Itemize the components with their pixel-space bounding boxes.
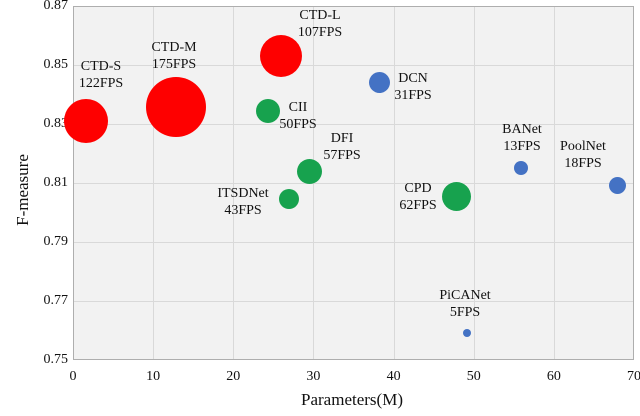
gridline-horizontal xyxy=(74,301,633,302)
data-bubble-banet xyxy=(513,161,528,176)
x-axis-tick-label: 50 xyxy=(466,369,481,384)
bubble-label-ctd-l: CTD-L 107FPS xyxy=(255,7,385,41)
bubble-label-fps: 5FPS xyxy=(449,305,481,320)
data-bubble-itsdnet xyxy=(278,188,299,209)
bubble-label-fps: 107FPS xyxy=(297,25,343,40)
bubble-label-name: PiCANet xyxy=(439,288,491,303)
data-bubble-cii xyxy=(255,98,280,123)
data-bubble-picanet xyxy=(462,329,471,338)
bubble-label-name: DFI xyxy=(330,131,354,146)
bubble-label-banet: BANet 13FPS xyxy=(457,121,587,155)
gridline-horizontal xyxy=(74,183,633,184)
x-axis-tick-label: 70 xyxy=(627,369,640,384)
bubble-label-fps: 18FPS xyxy=(564,156,602,171)
y-axis-tick-label: 0.79 xyxy=(43,234,69,249)
bubble-label-cii: CII 50FPS xyxy=(233,99,363,133)
bubble-label-name: CTD-L xyxy=(299,8,341,23)
gridline-horizontal xyxy=(74,242,633,243)
bubble-label-name: CII xyxy=(288,100,308,115)
y-axis-tick-label: 0.85 xyxy=(43,57,69,72)
bubble-label-fps: 62FPS xyxy=(399,198,437,213)
bubble-label-fps: 13FPS xyxy=(503,139,541,154)
gridline-horizontal xyxy=(74,65,633,66)
gridline-horizontal xyxy=(74,124,633,125)
y-axis-tick-label: 0.83 xyxy=(43,116,69,131)
bubble-label-picanet: PiCANet 5FPS xyxy=(400,287,530,321)
bubble-label-fps: 31FPS xyxy=(394,88,432,103)
bubble-label-ctd-m: CTD-M 175FPS xyxy=(109,39,239,73)
x-axis-tick-label: 20 xyxy=(226,369,241,384)
bubble-label-fps: 175FPS xyxy=(151,57,197,72)
bubble-label-name: CPD xyxy=(404,181,432,196)
bubble-label-ctd-s: CTD-S 122FPS xyxy=(36,58,166,92)
data-bubble-ctd-m xyxy=(145,76,206,137)
data-bubble-dcn xyxy=(369,72,391,94)
y-axis-tick-label: 0.77 xyxy=(43,293,69,308)
bubble-label-name: BANet xyxy=(502,122,542,137)
x-axis-title: Parameters(M) xyxy=(301,390,403,409)
bubble-label-fps: 122FPS xyxy=(78,76,124,91)
bubble-label-dfi: DFI 57FPS xyxy=(277,130,407,164)
bubble-label-dcn: DCN 31FPS xyxy=(348,70,478,104)
y-axis-tick-label: 0.87 xyxy=(43,0,69,13)
bubble-label-name: DCN xyxy=(398,71,428,86)
x-axis-tick-label: 60 xyxy=(546,369,561,384)
x-axis-tick-label: 40 xyxy=(386,369,401,384)
data-bubble-ctd-l xyxy=(259,34,302,77)
x-axis-tick-label: 10 xyxy=(146,369,161,384)
bubble-label-cpd: CPD 62FPS xyxy=(353,180,483,214)
x-axis-tick-label: 0 xyxy=(69,369,77,384)
y-axis-tick-label: 0.75 xyxy=(43,352,69,367)
bubble-label-fps: 57FPS xyxy=(323,148,361,163)
bubble-label-poolnet: PoolNet 18FPS xyxy=(518,138,640,172)
data-bubble-poolnet xyxy=(609,177,627,195)
bubble-label-name: ITSDNet xyxy=(217,186,269,201)
bubble-label-itsdnet: ITSDNet 43FPS xyxy=(178,185,308,219)
data-bubble-ctd-s xyxy=(63,99,108,144)
data-bubble-dfi xyxy=(296,158,322,184)
data-bubble-cpd xyxy=(441,181,471,211)
bubble-label-fps: 43FPS xyxy=(224,203,262,218)
bubble-label-fps: 50FPS xyxy=(279,117,317,132)
bubble-label-name: CTD-M xyxy=(151,40,197,55)
bubble-label-name: PoolNet xyxy=(560,139,606,154)
x-axis-tick-label: 30 xyxy=(306,369,321,384)
bubble-label-name: CTD-S xyxy=(80,59,122,74)
y-axis-tick-label: 0.81 xyxy=(43,175,69,190)
